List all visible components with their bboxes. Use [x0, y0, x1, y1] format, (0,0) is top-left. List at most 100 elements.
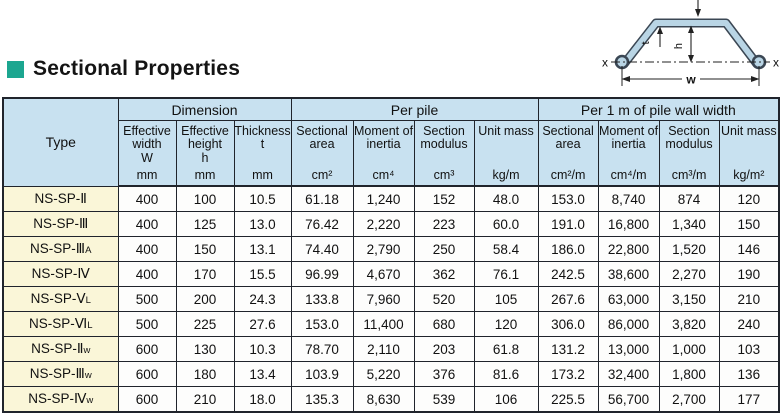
- table-row: NS-SP-ⅤL 500 200 24.3 133.8 7,960 520 105 267.6 6…: [2, 286, 780, 312]
- table-cell: 38,600: [597, 261, 660, 287]
- table-row: NS-SP-Ⅱ 400 100 10.5 61.18 1,240 152 48.0 153.0 8…: [2, 185, 780, 212]
- table-cell: 8,740: [597, 185, 660, 212]
- table-row: NS-SP-ⅥL 500 225 27.6 153.0 11,400 680 120 306.0…: [2, 311, 780, 337]
- column-header-3: Sectional area cm²: [290, 120, 354, 187]
- table-cell: 150: [718, 211, 780, 237]
- row-type-label: NS-SP-Ⅱ: [2, 185, 119, 212]
- group-header-dimension: Dimension: [117, 97, 292, 121]
- table-cell: 27.6: [233, 311, 292, 337]
- table-cell: 177: [718, 386, 780, 413]
- table-cell: 210: [718, 286, 780, 312]
- table-cell: 2,110: [352, 336, 415, 362]
- table-cell: 190: [718, 261, 780, 287]
- table-cell: 86,000: [597, 311, 660, 337]
- table-cell: 13,000: [597, 336, 660, 362]
- table-cell: 133.8: [290, 286, 354, 312]
- table-cell: 56,700: [597, 386, 660, 413]
- table-cell: 520: [413, 286, 475, 312]
- table-cell: 1,240: [352, 185, 415, 212]
- table-cell: 362: [413, 261, 475, 287]
- column-header-4: Moment of inertia cm⁴: [352, 120, 415, 187]
- table-row: NS-SP-Ⅱw 600 130 10.3 78.70 2,110 203 61.8 131.2…: [2, 336, 780, 362]
- table-cell: 16,800: [597, 211, 660, 237]
- table-cell: 78.70: [290, 336, 354, 362]
- h-label: h: [673, 43, 685, 49]
- column-header-7: Sectional area cm²/m: [537, 120, 599, 187]
- table-cell: 100: [175, 185, 235, 212]
- table-cell: 376: [413, 361, 475, 387]
- table-cell: 2,790: [352, 236, 415, 262]
- table-cell: 13.1: [233, 236, 292, 262]
- table-cell: 2,220: [352, 211, 415, 237]
- table-row: NS-SP-Ⅳw 600 210 18.0 135.3 8,630 539 106 225.5 5…: [2, 386, 780, 413]
- table-cell: 5,220: [352, 361, 415, 387]
- row-type-label: NS-SP-ⅤL: [2, 286, 119, 312]
- table-cell: 103.9: [290, 361, 354, 387]
- table-cell: 200: [175, 286, 235, 312]
- table-row: NS-SP-ⅢA 400 150 13.1 74.40 2,790 250 58.4 186.0…: [2, 236, 780, 262]
- table-cell: 7,960: [352, 286, 415, 312]
- table-cell: 223: [413, 211, 475, 237]
- table-cell: 400: [117, 211, 177, 237]
- table-row: NS-SP-Ⅳ 400 170 15.5 96.99 4,670 362 76.1 242.5 3…: [2, 261, 780, 287]
- table-cell: 125: [175, 211, 235, 237]
- page-title: Sectional Properties: [33, 57, 241, 80]
- table-cell: 81.6: [473, 361, 539, 387]
- table-cell: 3,820: [658, 311, 720, 337]
- table-cell: 191.0: [537, 211, 599, 237]
- row-type-label: NS-SP-Ⅳw: [2, 386, 119, 413]
- table-cell: 61.18: [290, 185, 354, 212]
- table-cell: 18.0: [233, 386, 292, 413]
- table-cell: 60.0: [473, 211, 539, 237]
- table-cell: 500: [117, 311, 177, 337]
- axis-label-left: x: [602, 56, 608, 70]
- row-type-label: NS-SP-Ⅲw: [2, 361, 119, 387]
- column-header-9: Section modulus cm³/m: [658, 120, 720, 187]
- t-label: t: [640, 41, 652, 44]
- row-type-label: NS-SP-Ⅱw: [2, 336, 119, 362]
- table-cell: 146: [718, 236, 780, 262]
- table-cell: 22,800: [597, 236, 660, 262]
- table-cell: 96.99: [290, 261, 354, 287]
- group-header-row: Type Dimension Per pile Per 1 m of pile …: [2, 97, 780, 187]
- axis-label-right: x: [773, 56, 779, 70]
- table-cell: 874: [658, 185, 720, 212]
- table-cell: 76.1: [473, 261, 539, 287]
- table-cell: 186.0: [537, 236, 599, 262]
- table-cell: 2,700: [658, 386, 720, 413]
- column-header-8: Moment of inertia cm⁴/m: [597, 120, 660, 187]
- sheet-pile-cross-section-diagram: x x t h w: [600, 0, 782, 95]
- column-header-10: Unit mass kg/m²: [718, 120, 780, 187]
- pile-body: [621, 20, 760, 67]
- table-cell: 2,270: [658, 261, 720, 287]
- table-cell: 500: [117, 286, 177, 312]
- column-header-2: Thickness t mm: [233, 120, 292, 187]
- h-arrowhead-top: [688, 25, 694, 33]
- row-type-label: NS-SP-ⅢA: [2, 236, 119, 262]
- column-header-1: Effective height h mm: [175, 120, 235, 187]
- table-cell: 180: [175, 361, 235, 387]
- table-cell: 153.0: [290, 311, 354, 337]
- column-header-6: Unit mass kg/m: [473, 120, 539, 187]
- table-cell: 400: [117, 261, 177, 287]
- table-cell: 306.0: [537, 311, 599, 337]
- table-cell: 32,400: [597, 361, 660, 387]
- table-body: NS-SP-Ⅱ 400 100 10.5 61.18 1,240 152 48.0 153.0 8…: [2, 185, 780, 413]
- h-arrowhead-bottom: [688, 55, 694, 63]
- table-cell: 1,000: [658, 336, 720, 362]
- table-cell: 61.8: [473, 336, 539, 362]
- table-cell: 152: [413, 185, 475, 212]
- table-cell: 120: [473, 311, 539, 337]
- table-cell: 153.0: [537, 185, 599, 212]
- sectional-properties-table: Type Dimension Per pile Per 1 m of pile …: [2, 97, 781, 413]
- table-cell: 105: [473, 286, 539, 312]
- section-title-row: Sectional Properties: [7, 57, 240, 81]
- table-cell: 3,150: [658, 286, 720, 312]
- title-bullet-icon: [7, 60, 24, 78]
- group-header-per-1m: Per 1 m of pile wall width: [537, 97, 780, 121]
- table-cell: 13.4: [233, 361, 292, 387]
- table-cell: 106: [473, 386, 539, 413]
- table-cell: 400: [117, 236, 177, 262]
